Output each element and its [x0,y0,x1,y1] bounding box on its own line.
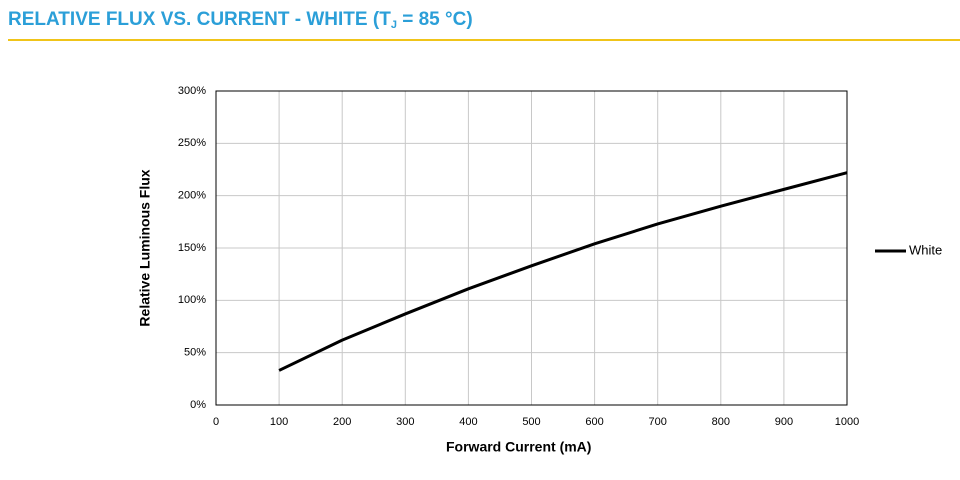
y-tick-label: 50% [184,347,206,359]
x-tick-label: 800 [712,416,730,428]
x-tick-label: 0 [213,416,219,428]
data-line [278,171,848,372]
x-tick-label: 900 [775,416,793,428]
x-tick-label: 400 [459,416,477,428]
y-tick-label: 100% [178,294,206,306]
x-tick-label: 300 [396,416,414,428]
y-tick-label: 150% [178,242,206,254]
x-tick-label: 700 [649,416,667,428]
title-subscript: J [391,19,397,31]
y-tick-label: 0% [190,399,206,411]
title-part: = 85 °C) [397,9,473,30]
y-tick-label: 200% [178,190,206,202]
x-tick-label: 600 [585,416,603,428]
chart-title: RELATIVE FLUX VS. CURRENT - WHITE (TJ = … [8,9,473,31]
y-tick-label: 250% [178,137,206,149]
legend-label: White [909,242,942,257]
y-tick-label: 300% [178,85,206,97]
x-axis-label: Forward Current (mA) [446,439,591,455]
x-tick-label: 500 [522,416,540,428]
title-part: RELATIVE FLUX VS. CURRENT - WHITE (T [8,9,391,30]
plot-frame [215,90,848,406]
x-tick-label: 200 [333,416,351,428]
x-tick-label: 1000 [835,416,859,428]
y-axis-label: Relative Luminous Flux [137,169,153,326]
x-tick-label: 100 [270,416,288,428]
